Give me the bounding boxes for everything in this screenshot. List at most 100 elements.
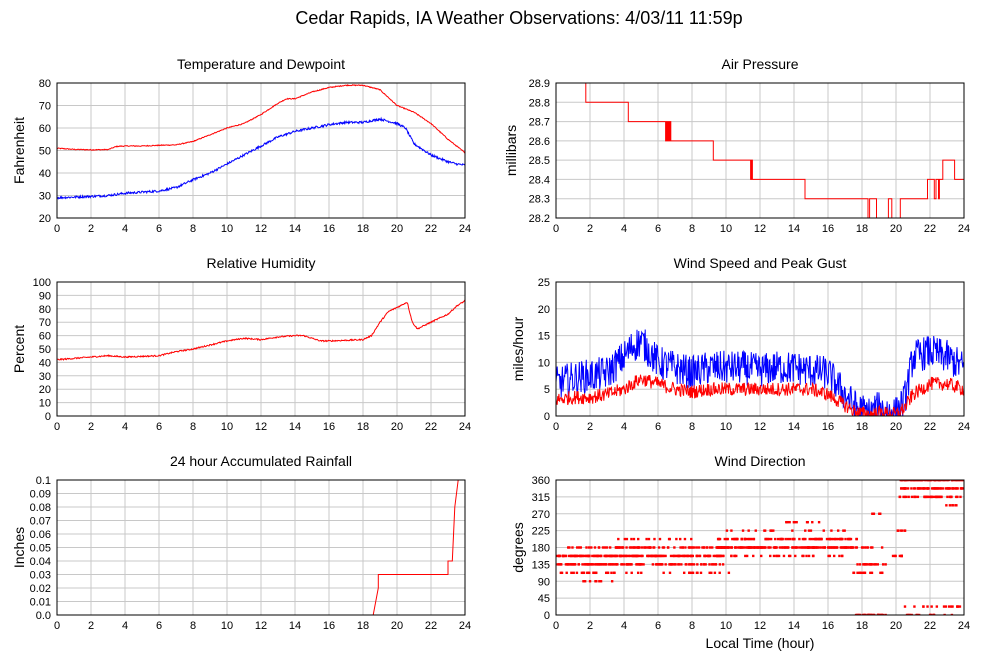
- data-point: [781, 546, 784, 549]
- data-point: [840, 546, 843, 549]
- data-point: [848, 546, 851, 549]
- data-point: [910, 487, 913, 490]
- data-point: [870, 546, 873, 549]
- x-tick-label: 16: [822, 620, 834, 632]
- x-tick-label: 16: [323, 223, 335, 235]
- y-tick-label: 0.02: [30, 583, 51, 595]
- data-point: [795, 520, 798, 524]
- data-point: [662, 571, 665, 575]
- data-point: [668, 563, 671, 566]
- x-tick-label: 22: [924, 620, 936, 632]
- data-point: [559, 571, 563, 575]
- data-point: [812, 537, 816, 541]
- data-point: [780, 537, 783, 541]
- y-tick-label: 28.4: [529, 174, 550, 186]
- data-point: [749, 537, 752, 541]
- x-tick-label: 16: [822, 223, 834, 235]
- data-point: [917, 613, 921, 615]
- data-point: [640, 546, 644, 549]
- data-point: [955, 487, 958, 490]
- x-tick-label: 20: [391, 421, 403, 433]
- data-point: [898, 495, 901, 499]
- x-tick-label: 14: [289, 223, 301, 235]
- data-point: [712, 554, 716, 558]
- x-tick-label: 16: [323, 620, 335, 632]
- data-point: [586, 571, 589, 575]
- data-point: [860, 546, 864, 549]
- data-point: [630, 563, 633, 566]
- data-point: [598, 580, 601, 583]
- data-point: [872, 563, 876, 566]
- data-point: [913, 605, 916, 608]
- data-point: [862, 563, 866, 566]
- y-tick-label: 70: [39, 317, 51, 329]
- data-point: [690, 554, 693, 558]
- data-point: [827, 554, 830, 558]
- data-point: [588, 580, 592, 583]
- data-point: [902, 495, 905, 499]
- data-point: [631, 546, 634, 549]
- data-point: [945, 504, 948, 507]
- data-point: [864, 563, 868, 566]
- plot-frame: [56, 82, 466, 219]
- data-point: [830, 529, 833, 532]
- data-point: [877, 613, 880, 615]
- data-point: [777, 554, 781, 558]
- data-point: [695, 571, 699, 575]
- data-point: [675, 537, 678, 541]
- data-point: [619, 554, 623, 558]
- data-point: [566, 563, 569, 566]
- data-point: [591, 554, 594, 558]
- data-point: [814, 537, 817, 541]
- data-point: [791, 537, 794, 541]
- data-point: [855, 537, 859, 541]
- data-point: [684, 554, 687, 558]
- data-point: [556, 554, 559, 558]
- data-point: [564, 554, 568, 558]
- data-point: [740, 537, 743, 541]
- data-point: [944, 605, 948, 608]
- data-point: [668, 571, 672, 575]
- data-point: [660, 554, 663, 558]
- data-point: [926, 605, 929, 608]
- y-tick-label: 0.03: [30, 570, 51, 582]
- data-point: [641, 554, 644, 558]
- data-point: [930, 605, 933, 608]
- data-point: [726, 537, 729, 541]
- data-point: [657, 546, 661, 549]
- data-point: [958, 480, 962, 482]
- x-tick-label: 4: [621, 421, 627, 433]
- data-point: [636, 571, 640, 575]
- data-point: [788, 520, 791, 524]
- x-tick-label: 8: [190, 223, 196, 235]
- data-point: [772, 529, 775, 532]
- data-point: [714, 563, 718, 566]
- data-point: [902, 487, 906, 490]
- data-point: [947, 487, 950, 490]
- series-line-0: [556, 83, 964, 218]
- data-point: [828, 537, 832, 541]
- data-point: [754, 529, 757, 532]
- data-point: [836, 529, 840, 532]
- data-point: [899, 487, 903, 490]
- data-point: [910, 495, 914, 499]
- x-tick-label: 10: [720, 223, 732, 235]
- data-point: [649, 554, 653, 558]
- data-point: [867, 613, 870, 615]
- data-point: [856, 563, 859, 566]
- data-point: [591, 563, 594, 566]
- data-point: [708, 554, 711, 558]
- data-point: [774, 537, 777, 541]
- data-point: [607, 554, 611, 558]
- data-point: [903, 605, 907, 608]
- y-tick-label: 90: [538, 576, 550, 588]
- data-point: [691, 571, 695, 575]
- data-point: [809, 529, 813, 532]
- data-point: [940, 480, 943, 482]
- data-point: [616, 563, 619, 566]
- data-point: [763, 546, 766, 549]
- data-point: [733, 546, 737, 549]
- x-tick-label: 2: [88, 421, 94, 433]
